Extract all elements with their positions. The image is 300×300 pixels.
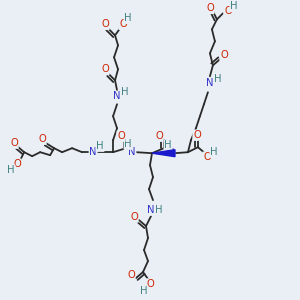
Text: O: O — [206, 3, 214, 14]
Text: H: H — [140, 286, 148, 296]
Text: O: O — [119, 19, 127, 29]
Text: O: O — [101, 64, 109, 74]
Text: O: O — [193, 130, 201, 140]
Text: O: O — [220, 50, 228, 60]
Text: O: O — [224, 6, 232, 16]
Text: H: H — [8, 165, 15, 175]
Text: H: H — [96, 141, 104, 151]
Text: H: H — [164, 140, 172, 150]
Text: H: H — [121, 87, 129, 97]
Text: O: O — [127, 270, 135, 280]
Text: N: N — [128, 147, 136, 157]
Text: O: O — [203, 152, 211, 162]
Text: N: N — [167, 148, 175, 158]
Text: O: O — [146, 279, 154, 289]
Text: N: N — [89, 147, 97, 157]
Text: O: O — [117, 131, 125, 141]
Text: H: H — [210, 147, 218, 157]
Text: O: O — [101, 19, 109, 29]
Text: N: N — [113, 91, 121, 101]
Polygon shape — [152, 150, 175, 157]
Text: H: H — [155, 205, 163, 215]
Text: O: O — [10, 138, 18, 148]
Text: O: O — [130, 212, 138, 222]
Text: O: O — [155, 131, 163, 141]
Text: H: H — [230, 2, 238, 11]
Text: N: N — [147, 205, 155, 215]
Text: O: O — [13, 159, 21, 169]
Text: H: H — [124, 14, 132, 23]
Text: H: H — [124, 139, 132, 149]
Text: H: H — [214, 74, 222, 84]
Text: O: O — [38, 134, 46, 144]
Text: N: N — [206, 78, 214, 88]
